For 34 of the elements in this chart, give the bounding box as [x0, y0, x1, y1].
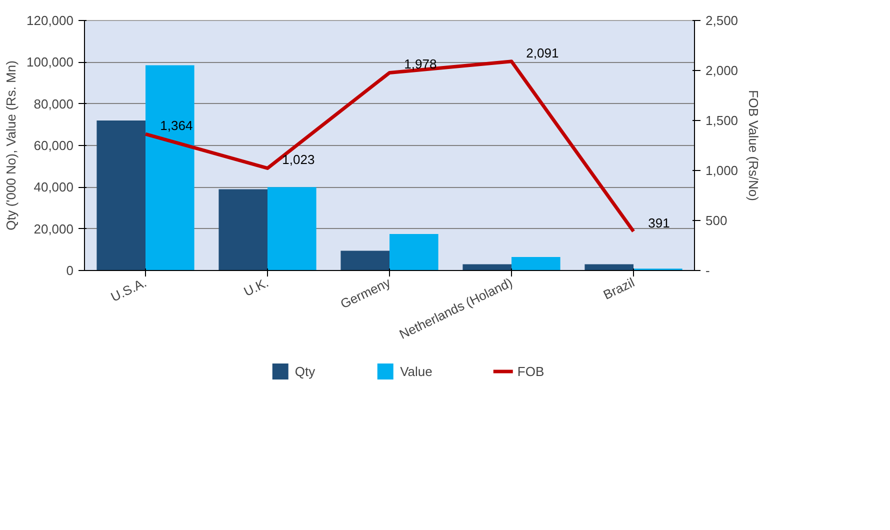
data-label: 2,091	[526, 45, 559, 60]
y-tick-label: 40,000	[34, 180, 74, 195]
data-label: 1,978	[404, 56, 437, 72]
y-tick-label: 20,000	[34, 221, 74, 236]
x-tick-label: U.K.	[241, 274, 271, 300]
y-tick-label: 80,000	[34, 96, 74, 112]
bar	[390, 234, 438, 270]
bar	[146, 65, 194, 270]
bar	[268, 187, 316, 270]
y-tick-label: 120,000	[26, 13, 74, 28]
bar	[96, 120, 146, 270]
y-axis-title: Qty ('000 No), Value (Rs. Mn)	[4, 60, 19, 230]
bar	[512, 256, 560, 270]
y2-tick-label: 1,500	[706, 113, 738, 128]
line-series	[144, 60, 636, 234]
y2-axis-title: FOB Value (Rs/No)	[746, 90, 762, 202]
y2-tick-label: -	[706, 263, 710, 278]
x-tick-label: Brazil	[600, 274, 637, 302]
y2-tick-label: 2,000	[706, 63, 738, 78]
y-tick-label: 100,000	[26, 54, 74, 70]
y2-tick-label: 1,000	[706, 163, 738, 178]
y2-tick-label: 500	[706, 213, 728, 228]
data-label: 1,364	[160, 118, 193, 134]
x-tick-label: U.S.A.	[108, 274, 149, 305]
y2-tick-label: 2,500	[706, 13, 738, 28]
data-label: 391	[648, 215, 670, 230]
bar	[218, 189, 268, 270]
y-tick-label: 60,000	[34, 138, 74, 153]
y-tick-label: 0	[66, 263, 74, 278]
legend-label: Qty	[294, 364, 316, 378]
bar	[340, 250, 390, 270]
legend-label: Value	[400, 364, 432, 378]
data-label: 1,023	[282, 152, 315, 168]
legend-label: FOB	[517, 364, 544, 378]
